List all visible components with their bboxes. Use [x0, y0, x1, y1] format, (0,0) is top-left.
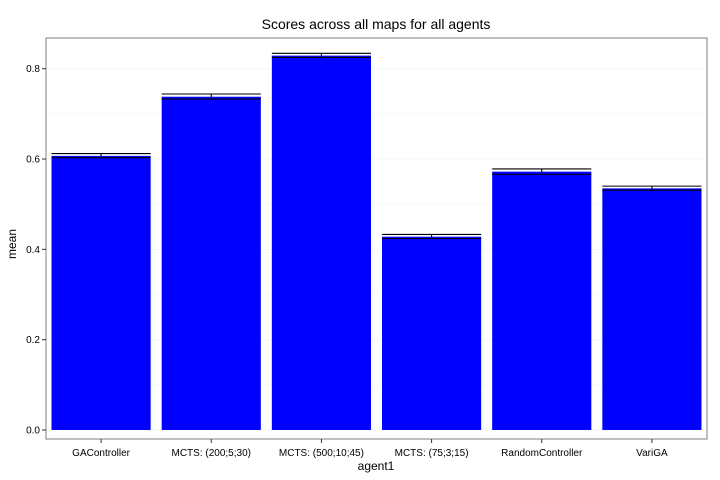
x-axis: GAController MCTS: (200;5;30) MCTS: (500;1…	[72, 439, 668, 459]
y-tick-label: 0.4	[26, 245, 40, 256]
plot-panel	[45, 37, 708, 440]
x-tick-label: MCTS: (500;10;45)	[279, 448, 364, 459]
y-tick-label: 0.8	[26, 64, 40, 75]
chart-title: Scores across all maps for all agents	[262, 16, 491, 32]
y-axis-label: mean	[5, 229, 19, 259]
y-tick-label: 0.0	[26, 425, 40, 436]
x-tick-label: MCTS: (75;3;15)	[395, 448, 469, 459]
y-tick-label: 0.6	[26, 155, 40, 166]
panel-background	[46, 38, 707, 439]
x-tick-label: VariGA	[636, 448, 668, 459]
bar	[382, 236, 482, 430]
x-tick-label: GAController	[72, 448, 130, 459]
x-axis-label: agent1	[358, 459, 395, 473]
bar	[51, 155, 151, 430]
x-tick-label: MCTS: (200;5;30)	[172, 448, 251, 459]
bar	[161, 96, 261, 430]
panel-border	[45, 37, 708, 440]
bar	[602, 188, 702, 430]
x-tick-label: RandomController	[501, 448, 583, 459]
bar	[492, 171, 592, 430]
bar	[271, 55, 371, 430]
y-axis: 0.0 0.2 0.4 0.6 0.8	[26, 64, 46, 436]
y-tick-label: 0.2	[26, 335, 40, 346]
